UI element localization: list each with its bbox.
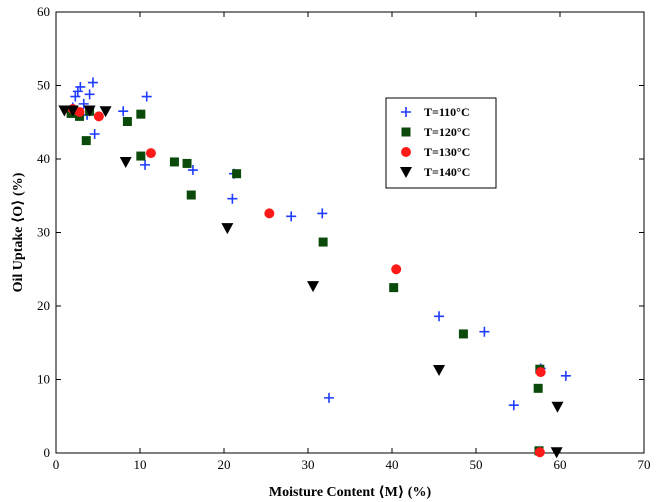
data-point bbox=[434, 311, 445, 322]
data-point bbox=[550, 447, 563, 459]
x-tick-label: 70 bbox=[638, 457, 651, 472]
legend-marker bbox=[400, 167, 412, 178]
data-point bbox=[560, 370, 571, 381]
data-point bbox=[182, 158, 192, 168]
data-point bbox=[535, 367, 546, 378]
data-point bbox=[318, 237, 328, 247]
x-tick-label: 60 bbox=[554, 457, 567, 472]
data-point bbox=[66, 105, 79, 117]
data-point bbox=[78, 98, 89, 109]
data-point bbox=[307, 281, 320, 293]
y-tick-label: 40 bbox=[37, 151, 50, 166]
x-tick-label: 30 bbox=[302, 457, 315, 472]
legend-marker bbox=[401, 107, 411, 117]
x-tick-label: 50 bbox=[470, 457, 483, 472]
data-point bbox=[508, 400, 519, 411]
data-point bbox=[264, 208, 275, 219]
y-tick-label: 50 bbox=[37, 78, 50, 93]
series-3 bbox=[58, 105, 564, 459]
data-point bbox=[479, 326, 490, 337]
data-point bbox=[75, 81, 86, 92]
data-point bbox=[58, 105, 71, 117]
x-tick-label: 0 bbox=[53, 457, 60, 472]
data-point bbox=[119, 156, 132, 168]
data-point bbox=[83, 105, 96, 117]
data-point bbox=[145, 148, 156, 159]
data-point bbox=[122, 117, 132, 127]
x-tick-label: 10 bbox=[134, 457, 147, 472]
legend-label: T=140°C bbox=[424, 165, 470, 179]
y-tick-label: 10 bbox=[37, 372, 50, 387]
data-point bbox=[433, 364, 446, 376]
data-point bbox=[136, 109, 146, 119]
y-axis-label: Oil Uptake ⟨O⟩ (%) bbox=[11, 172, 26, 292]
data-point bbox=[186, 190, 196, 200]
data-marks bbox=[58, 77, 571, 459]
legend-label: T=110°C bbox=[424, 105, 470, 119]
data-point bbox=[221, 223, 234, 235]
data-point bbox=[74, 106, 85, 117]
data-point bbox=[84, 89, 95, 100]
data-point bbox=[136, 151, 146, 161]
legend: T=110°C T=120°C T=130°C T=140°C bbox=[385, 97, 497, 189]
data-point bbox=[389, 283, 399, 293]
data-point bbox=[187, 165, 198, 176]
data-point bbox=[232, 169, 242, 179]
x-axis-label: Moisture Content ⟨M⟩ (%) bbox=[269, 485, 432, 500]
data-point bbox=[141, 91, 152, 102]
legend-marker bbox=[401, 127, 411, 137]
y-tick-label: 30 bbox=[37, 225, 50, 240]
data-point bbox=[169, 157, 179, 167]
data-point bbox=[72, 86, 83, 97]
data-point bbox=[89, 129, 100, 140]
data-point bbox=[87, 77, 98, 88]
data-point bbox=[118, 106, 129, 117]
y-tick-label: 60 bbox=[37, 4, 50, 19]
y-tick-label: 0 bbox=[44, 445, 51, 460]
data-point bbox=[533, 383, 543, 393]
data-point bbox=[534, 447, 545, 458]
data-point bbox=[324, 392, 334, 403]
data-point bbox=[317, 208, 328, 219]
data-point bbox=[391, 264, 402, 275]
data-point bbox=[99, 106, 112, 118]
data-point bbox=[93, 111, 104, 122]
data-point bbox=[227, 193, 238, 204]
data-point bbox=[70, 91, 81, 102]
data-point bbox=[81, 136, 91, 146]
plot-frame bbox=[55, 11, 645, 454]
x-tick-label: 40 bbox=[386, 457, 399, 472]
legend-marker bbox=[401, 147, 411, 157]
data-point bbox=[458, 329, 468, 339]
legend-label: T=120°C bbox=[424, 125, 470, 139]
data-point bbox=[551, 401, 564, 413]
legend-label: T=130°C bbox=[424, 145, 470, 159]
y-tick-label: 20 bbox=[37, 298, 50, 313]
data-point bbox=[140, 159, 151, 170]
data-point bbox=[286, 211, 297, 222]
x-tick-label: 20 bbox=[218, 457, 231, 472]
